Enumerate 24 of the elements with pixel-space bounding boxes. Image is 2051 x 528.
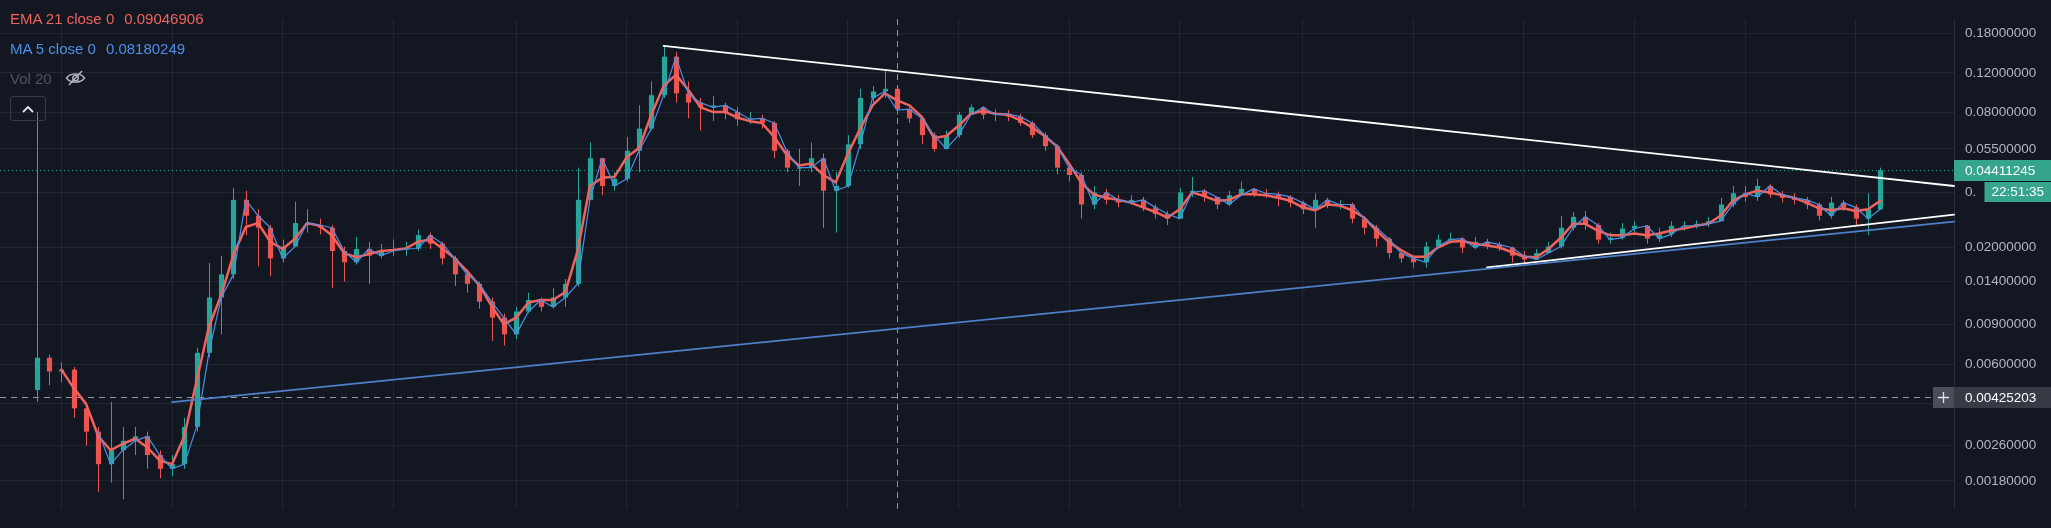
y-tick-label: 0.18000000	[1965, 25, 2037, 41]
annotation: 0.09046906	[124, 9, 204, 27]
candlestick	[685, 80, 692, 119]
y-tick-label: 0.00900000	[1965, 316, 2037, 332]
y-tick-label: 0.02000000	[1965, 238, 2037, 254]
candlestick	[46, 354, 53, 386]
text: 22:51:35	[1991, 184, 2045, 200]
candlestick	[34, 111, 41, 403]
annotation: 0.08180249	[105, 39, 186, 57]
y-tick-label: 0.12000000	[1965, 64, 2037, 80]
ref-line-label: 0.00425203	[1965, 389, 2037, 405]
annotation: Vol 20	[10, 69, 52, 87]
candlestick	[796, 148, 803, 187]
text: EMA 21 close 0	[10, 9, 115, 27]
y-tick-label: 0.00180000	[1965, 472, 2037, 488]
y-tick-label: 0.08000000	[1965, 104, 2037, 120]
y-tick-label: 0.	[1965, 184, 1977, 200]
y-tick-label: 0.01400000	[1965, 273, 2037, 289]
ref-line-label: 0.04411245	[1965, 162, 2036, 178]
y-tick-label: 0.05500000	[1965, 140, 2037, 156]
y-tick-label: 0.00600000	[1965, 355, 2037, 371]
candlestick	[870, 85, 877, 105]
y-tick-label: 0.00260000	[1965, 436, 2037, 452]
text: MA 5 close 0	[10, 39, 96, 57]
